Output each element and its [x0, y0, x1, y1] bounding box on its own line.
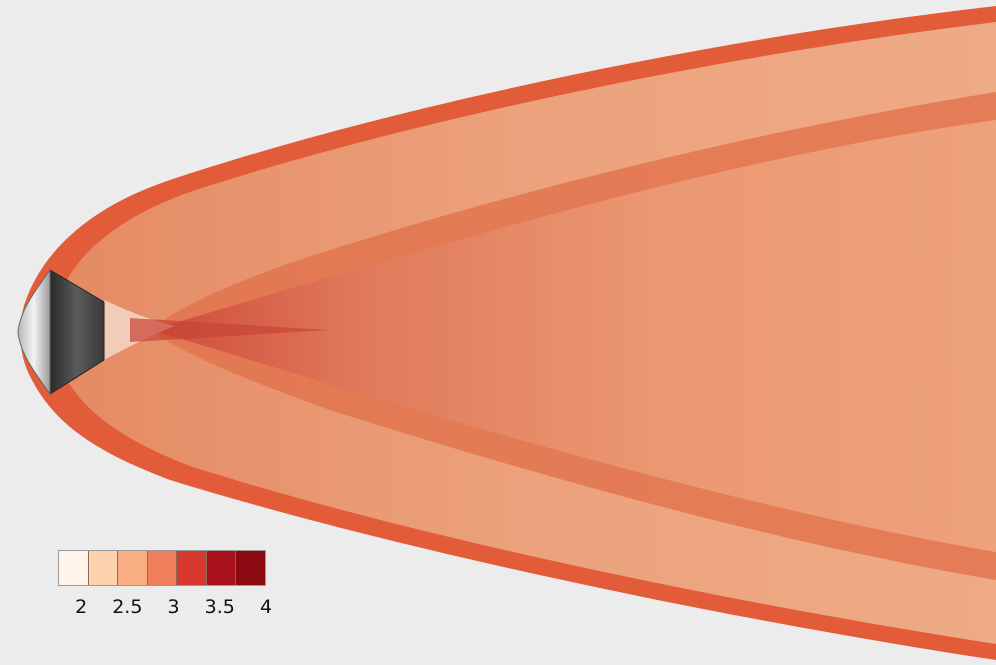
colorbar-segment [206, 551, 237, 585]
wake-core [150, 120, 996, 552]
colorbar-tick: 4 [259, 596, 273, 618]
colorbar-segment [236, 551, 266, 585]
colorbar-tick: 2.5 [112, 596, 143, 618]
colorbar-segment [147, 551, 178, 585]
colorbar-tick: 3 [167, 596, 180, 618]
colorbar-segment [118, 551, 148, 585]
colorbar-segment [177, 551, 207, 585]
capsule-heatshield [17, 268, 51, 396]
colorbar-tick-labels: 2 2.5 3 3.5 4 [58, 596, 272, 622]
colorbar-tick: 3.5 [204, 596, 235, 618]
colorbar-tick: 2 [75, 596, 88, 618]
colorbar-segment [59, 551, 89, 585]
colorbar [58, 550, 266, 586]
wake-neck [130, 318, 330, 342]
colorbar-segment [88, 551, 119, 585]
